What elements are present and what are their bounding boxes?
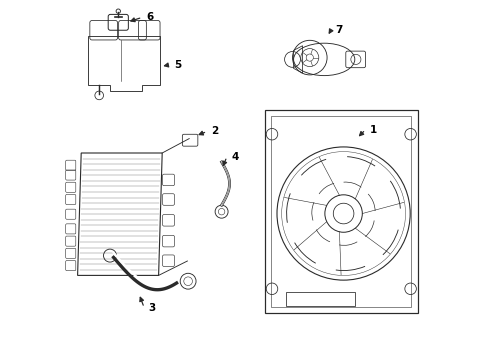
Text: 4: 4 [231, 152, 239, 162]
Text: 6: 6 [147, 12, 154, 22]
Text: 7: 7 [336, 24, 343, 35]
Bar [286, 292, 355, 306]
Bar [265, 110, 418, 313]
Text: 5: 5 [174, 60, 181, 70]
Bar [271, 116, 411, 307]
Text: 1: 1 [370, 125, 377, 135]
Text: 2: 2 [212, 126, 219, 136]
Text: 3: 3 [148, 303, 156, 313]
